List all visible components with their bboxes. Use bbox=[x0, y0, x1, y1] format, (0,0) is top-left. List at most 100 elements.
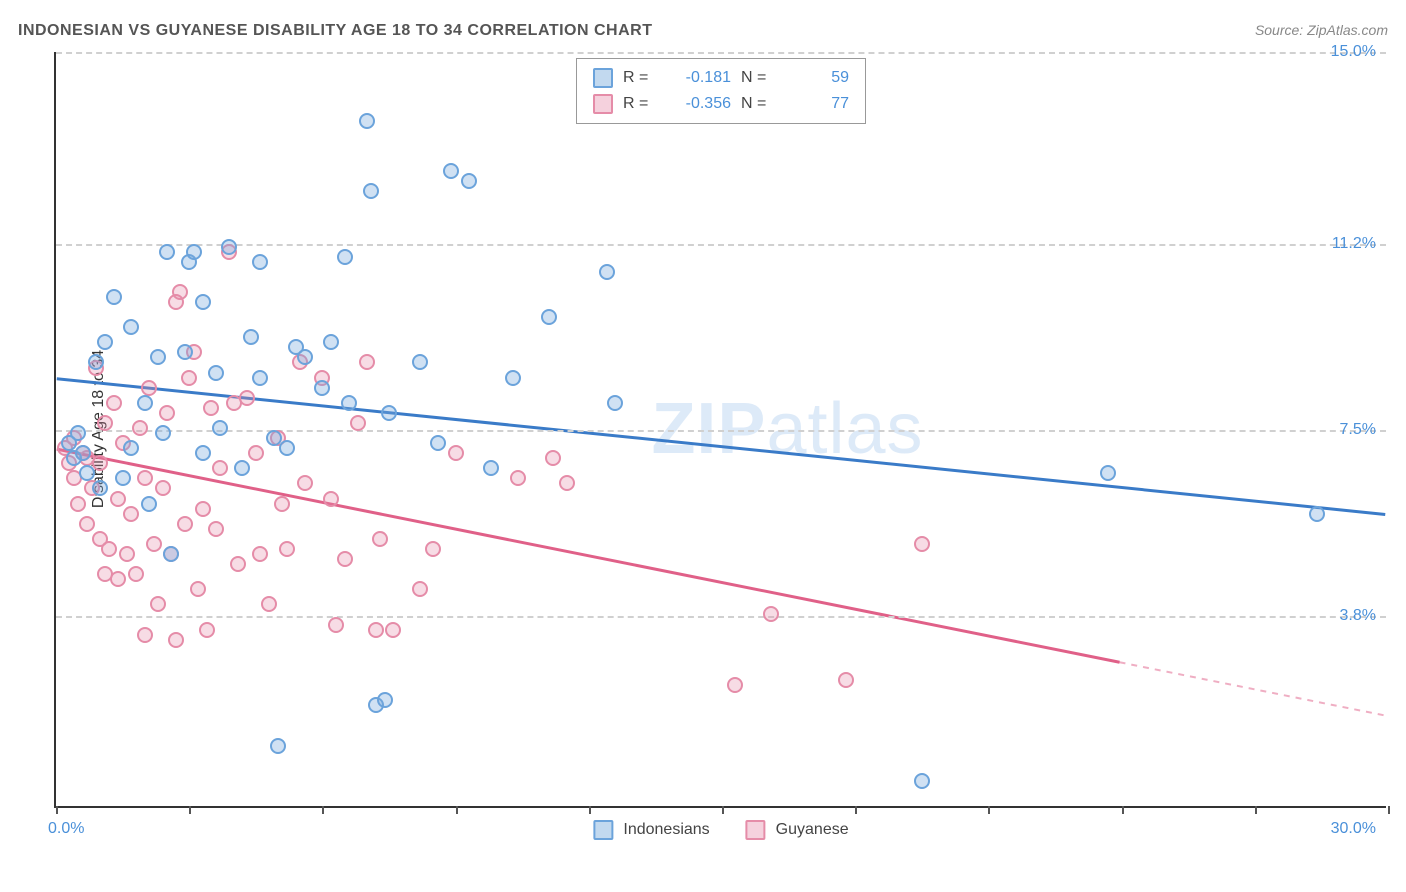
gridline bbox=[56, 616, 1386, 618]
legend-swatch-guyanese bbox=[593, 94, 613, 114]
scatter-point bbox=[70, 425, 86, 441]
scatter-point bbox=[110, 491, 126, 507]
series-label-guyanese: Guyanese bbox=[776, 821, 849, 839]
series-label-indonesians: Indonesians bbox=[623, 821, 709, 839]
scatter-point bbox=[97, 334, 113, 350]
scatter-point bbox=[137, 470, 153, 486]
scatter-point bbox=[381, 405, 397, 421]
trend-line bbox=[57, 449, 1120, 662]
scatter-point bbox=[79, 516, 95, 532]
scatter-point bbox=[838, 672, 854, 688]
n-value-guyanese: 77 bbox=[785, 95, 849, 113]
scatter-point bbox=[377, 692, 393, 708]
scatter-point bbox=[252, 370, 268, 386]
scatter-point bbox=[190, 581, 206, 597]
scatter-point bbox=[727, 677, 743, 693]
scatter-point bbox=[132, 420, 148, 436]
r-label: R = bbox=[623, 69, 657, 87]
scatter-point bbox=[341, 395, 357, 411]
scatter-point bbox=[763, 606, 779, 622]
watermark-bold: ZIP bbox=[651, 389, 766, 469]
scatter-point bbox=[359, 354, 375, 370]
scatter-point bbox=[270, 738, 286, 754]
x-axis-min-label: 0.0% bbox=[48, 820, 84, 838]
scatter-point bbox=[159, 405, 175, 421]
scatter-point bbox=[110, 571, 126, 587]
scatter-point bbox=[328, 617, 344, 633]
scatter-point bbox=[914, 773, 930, 789]
scatter-point bbox=[146, 536, 162, 552]
watermark: ZIPatlas bbox=[651, 388, 923, 470]
scatter-point bbox=[323, 334, 339, 350]
scatter-point bbox=[412, 581, 428, 597]
r-value-indonesians: -0.181 bbox=[667, 69, 731, 87]
scatter-point bbox=[101, 541, 117, 557]
scatter-point bbox=[510, 470, 526, 486]
scatter-point bbox=[221, 239, 237, 255]
gridline bbox=[56, 52, 1386, 54]
scatter-point bbox=[230, 556, 246, 572]
scatter-point bbox=[195, 445, 211, 461]
gridline bbox=[56, 244, 1386, 246]
chart-container: INDONESIAN VS GUYANESE DISABILITY AGE 18… bbox=[0, 0, 1406, 892]
scatter-point bbox=[123, 440, 139, 456]
r-label: R = bbox=[623, 95, 657, 113]
scatter-point bbox=[599, 264, 615, 280]
n-value-indonesians: 59 bbox=[785, 69, 849, 87]
series-swatch-guyanese bbox=[746, 820, 766, 840]
scatter-point bbox=[448, 445, 464, 461]
scatter-point bbox=[261, 596, 277, 612]
x-tick bbox=[855, 806, 857, 814]
x-tick bbox=[1255, 806, 1257, 814]
scatter-point bbox=[412, 354, 428, 370]
scatter-point bbox=[363, 183, 379, 199]
x-tick bbox=[1122, 806, 1124, 814]
scatter-point bbox=[172, 284, 188, 300]
scatter-point bbox=[137, 627, 153, 643]
scatter-point bbox=[559, 475, 575, 491]
x-tick bbox=[1388, 806, 1390, 814]
scatter-point bbox=[1309, 506, 1325, 522]
scatter-point bbox=[279, 440, 295, 456]
scatter-point bbox=[88, 354, 104, 370]
x-tick bbox=[322, 806, 324, 814]
scatter-point bbox=[372, 531, 388, 547]
scatter-point bbox=[545, 450, 561, 466]
scatter-point bbox=[359, 113, 375, 129]
scatter-point bbox=[483, 460, 499, 476]
scatter-point bbox=[137, 395, 153, 411]
x-tick bbox=[988, 806, 990, 814]
y-tick-label: 15.0% bbox=[1331, 43, 1376, 61]
scatter-point bbox=[234, 460, 250, 476]
series-legend-item-2: Guyanese bbox=[746, 820, 849, 840]
scatter-point bbox=[430, 435, 446, 451]
scatter-point bbox=[123, 506, 139, 522]
scatter-point bbox=[350, 415, 366, 431]
scatter-point bbox=[128, 566, 144, 582]
source-attribution: Source: ZipAtlas.com bbox=[1255, 22, 1388, 38]
scatter-point bbox=[92, 455, 108, 471]
y-tick-label: 11.2% bbox=[1332, 235, 1376, 253]
x-tick bbox=[589, 806, 591, 814]
x-tick bbox=[722, 806, 724, 814]
gridline bbox=[56, 430, 1386, 432]
scatter-point bbox=[607, 395, 623, 411]
scatter-point bbox=[150, 349, 166, 365]
scatter-point bbox=[168, 632, 184, 648]
scatter-point bbox=[279, 541, 295, 557]
scatter-point bbox=[97, 415, 113, 431]
legend-swatch-indonesians bbox=[593, 68, 613, 88]
scatter-point bbox=[208, 365, 224, 381]
scatter-point bbox=[274, 496, 290, 512]
scatter-point bbox=[297, 475, 313, 491]
correlation-legend-row-2: R = -0.356 N = 77 bbox=[593, 91, 849, 117]
scatter-point bbox=[297, 349, 313, 365]
scatter-point bbox=[248, 445, 264, 461]
x-tick bbox=[456, 806, 458, 814]
scatter-point bbox=[155, 480, 171, 496]
scatter-point bbox=[155, 425, 171, 441]
scatter-point bbox=[208, 521, 224, 537]
r-value-guyanese: -0.356 bbox=[667, 95, 731, 113]
n-label: N = bbox=[741, 69, 775, 87]
scatter-point bbox=[141, 496, 157, 512]
